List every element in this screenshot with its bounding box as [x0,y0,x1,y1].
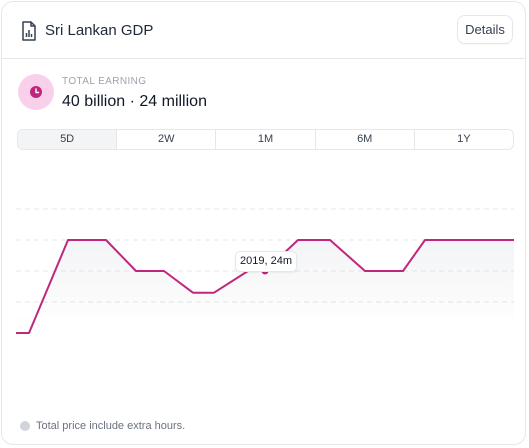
card-title: Sri Lankan GDP [45,22,154,39]
details-button[interactable]: Details [457,15,513,44]
summary-label: TOTAL EARNING [62,76,147,87]
tab-2w[interactable]: 2W [116,130,215,149]
clock-icon [30,86,42,98]
chart-tooltip: 2019, 24m [235,251,297,272]
tab-5d[interactable]: 5D [18,130,117,149]
tab-6m[interactable]: 6M [314,130,414,149]
document-chart-icon [22,21,36,41]
tab-1m[interactable]: 1M [215,130,314,149]
summary-badge [18,74,54,110]
info-icon [20,421,30,431]
tab-1y[interactable]: 1Y [413,130,513,149]
range-tabs: 5D 2W 1M 6M 1Y [17,129,514,150]
summary-value: 40 billion · 24 million [62,93,207,110]
footer-note: Total price include extra hours. [36,420,186,432]
series-area [16,240,514,333]
card-header: Sri Lankan GDP Details [2,2,525,59]
